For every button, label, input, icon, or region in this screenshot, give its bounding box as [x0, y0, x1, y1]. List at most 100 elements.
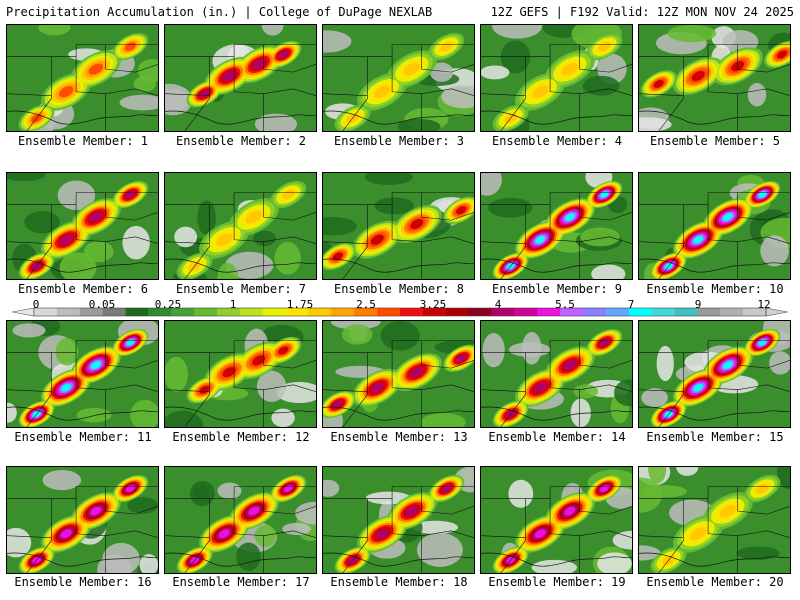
state-boundary-line	[26, 56, 52, 131]
colorbar-tick-label: 9	[694, 298, 702, 311]
state-boundary-line	[105, 88, 158, 96]
state-boundary-line	[737, 530, 790, 538]
precip-contour	[32, 339, 135, 418]
precip-contour	[188, 189, 295, 272]
gulf-coastline	[639, 110, 790, 125]
precip-texture	[612, 530, 632, 550]
colorbar-tick-label: 2.5	[356, 298, 376, 311]
precip-texture	[341, 324, 373, 345]
precip-texture	[411, 520, 459, 534]
colorbar-swatch	[468, 308, 492, 316]
gulf-coastline	[165, 552, 316, 567]
state-boundary-line	[707, 498, 738, 573]
state-boundary-line	[105, 44, 158, 73]
colorbar-swatch	[125, 308, 149, 316]
ensemble-member-map	[6, 466, 159, 574]
state-boundary-line	[75, 56, 106, 131]
precip-texture	[276, 381, 316, 404]
state-boundary-line	[105, 340, 158, 369]
precip-texture	[648, 467, 667, 484]
precip-texture	[174, 226, 198, 248]
ensemble-member-label: Ensemble Member: 6	[17, 282, 149, 296]
precip-texture	[127, 497, 158, 514]
state-boundary-line	[421, 88, 474, 96]
precip-texture	[217, 262, 239, 279]
state-boundary-line	[105, 192, 158, 221]
colorbar-swatch	[491, 308, 515, 316]
colorbar-swatch	[720, 308, 744, 316]
state-boundary-line	[75, 498, 106, 573]
colorbar-tick-label: 1	[229, 298, 237, 311]
precip-texture	[122, 225, 150, 260]
precip-texture	[747, 82, 767, 107]
precip-texture	[429, 62, 454, 82]
precip-texture	[261, 25, 284, 36]
gulf-coastline	[7, 406, 158, 421]
state-boundary-line	[391, 352, 422, 427]
precip-texture	[639, 117, 672, 131]
colorbar-tick-label: 3.25	[419, 298, 447, 311]
state-boundary-line	[500, 204, 526, 279]
gulf-coastline	[7, 552, 158, 567]
state-boundary-line	[323, 389, 368, 392]
precip-texture	[522, 332, 542, 365]
state-boundary-line	[342, 352, 368, 427]
gulf-coastline	[165, 406, 316, 421]
colorbar-swatch	[377, 308, 401, 316]
precip-texture	[374, 197, 415, 215]
precip-texture	[676, 467, 699, 476]
colorbar-swatch	[537, 308, 561, 316]
state-boundary-line	[165, 93, 210, 96]
colorbar-tick-label: 1.75	[286, 298, 314, 311]
color-scale-bar	[11, 307, 789, 317]
ensemble-member-label: Ensemble Member: 16	[14, 575, 152, 589]
state-boundary-line	[75, 352, 106, 427]
state-boundary-line	[481, 241, 526, 244]
colorbar-swatch	[171, 308, 195, 316]
state-boundary-line	[184, 56, 210, 131]
gulf-coastline	[165, 258, 316, 273]
ensemble-member-map	[480, 320, 633, 428]
precip-texture	[614, 379, 632, 407]
state-boundary-line	[639, 340, 790, 353]
precip-texture	[380, 321, 420, 351]
state-boundary-line	[184, 352, 210, 427]
precip-texture	[130, 399, 158, 427]
colorbar-tick-label: 4	[494, 298, 502, 311]
precip-texture	[165, 410, 204, 427]
precip-texture	[643, 485, 687, 498]
gulf-coastline	[481, 110, 632, 125]
state-boundary-line	[481, 192, 632, 205]
ensemble-member-label: Ensemble Member: 17	[172, 575, 310, 589]
state-boundary-line	[165, 340, 316, 353]
colorbar-swatch	[56, 308, 81, 316]
precip-texture	[38, 25, 71, 36]
state-boundary-line	[658, 498, 684, 573]
colorbar-tick-label: 0.05	[88, 298, 116, 311]
precip-texture	[7, 173, 46, 182]
state-boundary-line	[323, 93, 368, 96]
state-boundary-line	[391, 498, 422, 573]
state-boundary-line	[263, 192, 316, 221]
state-boundary-line	[323, 535, 368, 538]
precip-texture	[582, 75, 620, 96]
colorbar-swatch	[400, 308, 424, 316]
precip-texture	[282, 522, 312, 535]
colorbar-swatch	[239, 308, 264, 316]
state-boundary-line	[579, 530, 632, 538]
colorbar-swatch	[148, 308, 172, 316]
state-boundary-line	[639, 389, 684, 392]
precip-contour	[32, 485, 135, 564]
ensemble-member-label: Ensemble Member: 2	[175, 134, 307, 148]
precip-texture	[254, 524, 277, 547]
precip-texture	[760, 235, 789, 267]
precip-contour	[505, 338, 610, 418]
ensemble-member-label: Ensemble Member: 7	[175, 282, 307, 296]
state-boundary-line	[263, 384, 316, 392]
colorbar-tick-label: 12	[757, 298, 771, 311]
colorbar-swatch	[102, 308, 126, 316]
state-boundary-line	[639, 44, 790, 57]
precip-texture	[256, 370, 287, 402]
precip-texture	[441, 85, 474, 109]
state-boundary-line	[481, 93, 526, 96]
